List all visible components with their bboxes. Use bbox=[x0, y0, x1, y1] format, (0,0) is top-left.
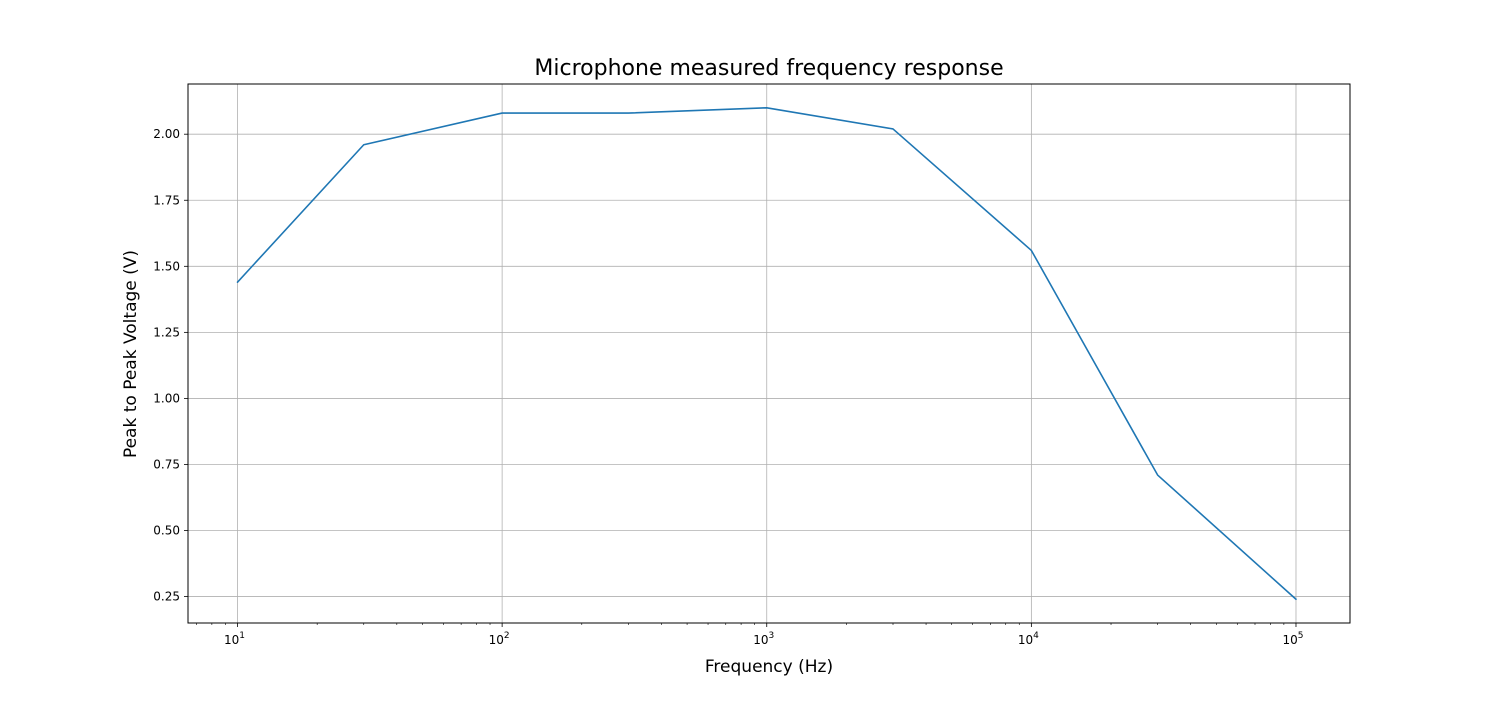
y-tick-label: 1.00 bbox=[153, 391, 180, 405]
x-tick-label-base: 10 bbox=[753, 633, 768, 647]
x-tick-label-base: 10 bbox=[489, 633, 504, 647]
chart-title: Microphone measured frequency response bbox=[534, 56, 1003, 81]
y-tick-label: 2.00 bbox=[153, 127, 180, 141]
x-tick-label-exponent: 2 bbox=[504, 631, 510, 641]
x-tick-label-base: 10 bbox=[1282, 633, 1297, 647]
x-tick-label-exponent: 1 bbox=[239, 631, 245, 641]
y-tick-label: 0.25 bbox=[153, 590, 180, 604]
x-tick-label-base: 10 bbox=[1018, 633, 1033, 647]
y-tick-label: 1.50 bbox=[153, 259, 180, 273]
y-axis-title: Peak to Peak Voltage (V) bbox=[121, 250, 141, 458]
x-axis-title: Frequency (Hz) bbox=[705, 657, 833, 677]
x-tick-label-exponent: 5 bbox=[1298, 631, 1304, 641]
y-tick-label: 1.75 bbox=[153, 193, 180, 207]
x-tick-label-exponent: 4 bbox=[1033, 631, 1039, 641]
x-tick-label-base: 10 bbox=[224, 633, 239, 647]
y-tick-label: 0.50 bbox=[153, 524, 180, 538]
y-tick-label: 0.75 bbox=[153, 457, 180, 471]
x-tick-label-exponent: 3 bbox=[769, 631, 775, 641]
y-tick-label: 1.25 bbox=[153, 325, 180, 339]
plot-area bbox=[188, 84, 1350, 623]
